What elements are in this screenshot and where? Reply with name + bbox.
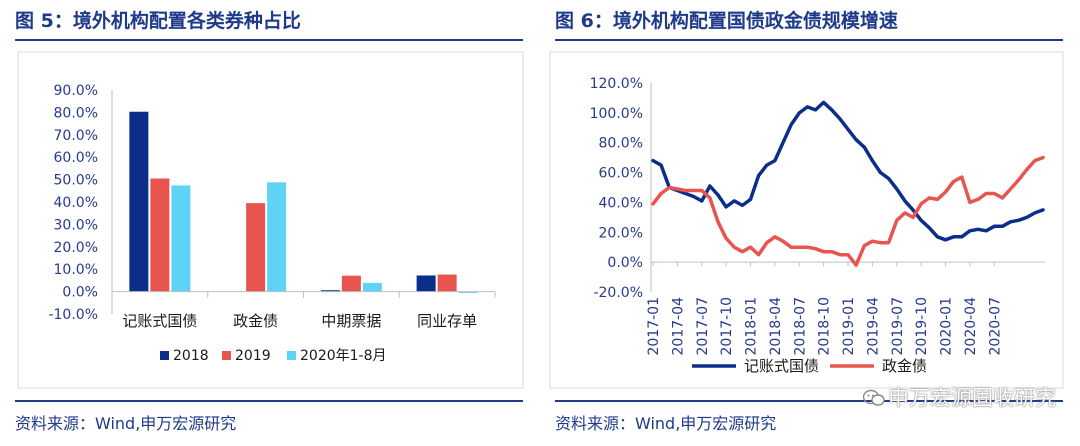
x-tick-label: 2019-07	[890, 297, 906, 356]
legend-label: 2018	[173, 348, 209, 364]
y-tick-label: 80.0%	[54, 105, 98, 121]
line-chart: 120.0% 100.0% 80.0% 60.0% 40.0% 20.0% 0.0% -20.…	[549, 51, 1064, 389]
figure-5-source: 资料来源：Wind,申万宏源研究	[15, 414, 237, 433]
x-tick-label: 2018-01	[744, 297, 760, 356]
y-tick-label: 60.0%	[54, 150, 98, 166]
series-line-政金债	[651, 155, 1045, 267]
x-tick-label: 2019-01	[841, 297, 857, 356]
y-tick-label: 20.0%	[54, 240, 98, 256]
bar-2020年1-8月-中期票据	[362, 282, 382, 292]
x-tick-label: 2020-07	[987, 297, 1003, 356]
bar-2018-记账式国债	[129, 111, 149, 292]
wechat-icon	[863, 389, 885, 406]
category-label: 中期票据	[321, 312, 381, 330]
plot-frame	[549, 51, 1064, 389]
y-tick-label: -10.0%	[48, 307, 98, 323]
watermark: 申万宏源固收研究	[863, 382, 1056, 412]
x-tick-label: 2017-04	[670, 297, 686, 356]
legend-swatch-2020年1-8月	[287, 351, 296, 360]
x-tick-label: 2017-01	[646, 297, 662, 356]
y-tick-label: 80.0%	[599, 136, 643, 152]
x-tick-label: 2020-04	[963, 297, 979, 356]
figure-6-title: 图 6：境外机构配置国债政金债规模增速	[555, 10, 898, 32]
y-tick-label: 40.0%	[54, 195, 98, 211]
x-tick-label: 2019-04	[865, 297, 881, 356]
source-rule	[15, 400, 523, 402]
y-tick-label: 0.0%	[62, 285, 98, 301]
x-tick-label: 2020-01	[939, 297, 955, 356]
series-line-记账式国债	[651, 100, 1045, 242]
bar-2019-记账式国债	[150, 178, 170, 292]
y-tick-label: 50.0%	[54, 173, 98, 189]
bar-chart: 90.0% 80.0% 70.0% 60.0% 50.0% 40.0% 30.0% 20.0%…	[17, 51, 524, 389]
legend-label: 2019	[235, 348, 271, 364]
y-tick-label: -20.0%	[593, 285, 643, 301]
category-label: 同业存单	[417, 312, 477, 330]
figure-6-panel: 图 6：境外机构配置国债政金债规模增速 120.0% 100.0% 80.0% 60.…	[540, 0, 1080, 446]
y-tick-label: 100.0%	[590, 106, 643, 122]
watermark-text: 申万宏源固收研究	[888, 386, 1056, 410]
y-tick-label: 20.0%	[599, 225, 643, 241]
figure-5-title: 图 5：境外机构配置各类券种占比	[15, 10, 301, 32]
bar-2020年1-8月-同业存单	[458, 291, 478, 293]
y-tick-label: 120.0%	[590, 76, 643, 92]
x-tick-label: 2018-04	[768, 297, 784, 356]
y-tick-label: 10.0%	[54, 262, 98, 278]
category-label: 记账式国债	[122, 312, 197, 330]
source-rule	[555, 400, 1063, 402]
title-rule	[555, 39, 1063, 41]
x-tick-label: 2018-07	[792, 297, 808, 356]
bar-2019-政金债	[246, 203, 266, 292]
legend-label: 政金债	[882, 357, 927, 375]
x-tick-label: 2019-10	[914, 297, 930, 356]
bar-2019-中期票据	[341, 275, 361, 292]
figure-5-panel: 图 5：境外机构配置各类券种占比 90.0% 80.0% 70.0% 60.0% 50.…	[15, 10, 524, 433]
y-tick-label: 70.0%	[54, 128, 98, 144]
bar-2019-同业存单	[437, 274, 457, 292]
y-tick-label: 0.0%	[607, 255, 643, 271]
legend-label: 2020年1-8月	[300, 348, 387, 364]
bar-2020年1-8月-记账式国债	[171, 185, 191, 292]
category-label: 政金债	[233, 312, 278, 330]
x-tick-label: 2017-10	[719, 297, 735, 356]
plot-frame	[17, 51, 524, 389]
y-tick-label: 30.0%	[54, 217, 98, 233]
legend-swatch-2019	[222, 351, 231, 360]
y-tick-label: 40.0%	[599, 195, 643, 211]
y-tick-label: 90.0%	[54, 83, 98, 99]
bar-2020年1-8月-政金债	[267, 182, 287, 292]
y-tick-label: 60.0%	[599, 166, 643, 182]
legend-swatch-2018	[160, 351, 169, 360]
legend-label: 记账式国债	[744, 357, 819, 375]
x-tick-label: 2017-07	[695, 297, 711, 356]
title-rule	[15, 39, 523, 41]
figure-6-source: 资料来源：Wind,申万宏源研究	[555, 414, 777, 433]
bar-2018-中期票据	[320, 290, 340, 292]
x-tick-label: 2018-10	[817, 297, 833, 356]
bar-2018-同业存单	[416, 275, 436, 292]
